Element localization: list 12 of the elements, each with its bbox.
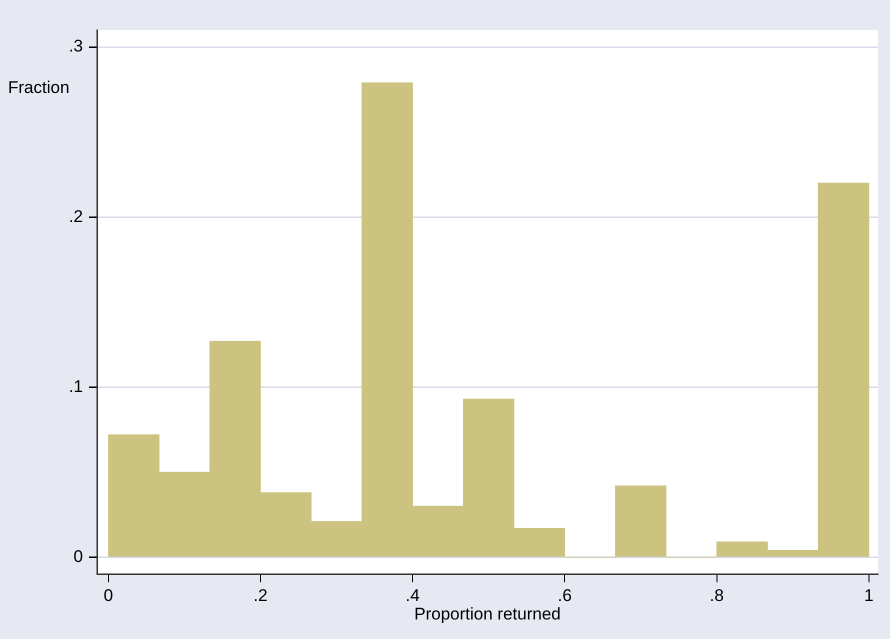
x-tick-label: .6 — [558, 586, 572, 606]
x-tick-label: 0 — [104, 586, 114, 606]
y-tick-label: .2 — [68, 206, 83, 226]
x-axis-title: Proportion returned — [414, 604, 561, 624]
x-tick-label: .8 — [710, 586, 724, 606]
y-tick-label: .1 — [68, 376, 83, 396]
y-tick-label: 0 — [74, 546, 83, 566]
y-tick-label: .3 — [68, 36, 83, 56]
x-tick-label: .2 — [253, 586, 268, 606]
x-tick-label: .4 — [406, 586, 420, 606]
x-tick-label: 1 — [864, 586, 874, 606]
y-axis-title: Fraction — [8, 78, 70, 98]
